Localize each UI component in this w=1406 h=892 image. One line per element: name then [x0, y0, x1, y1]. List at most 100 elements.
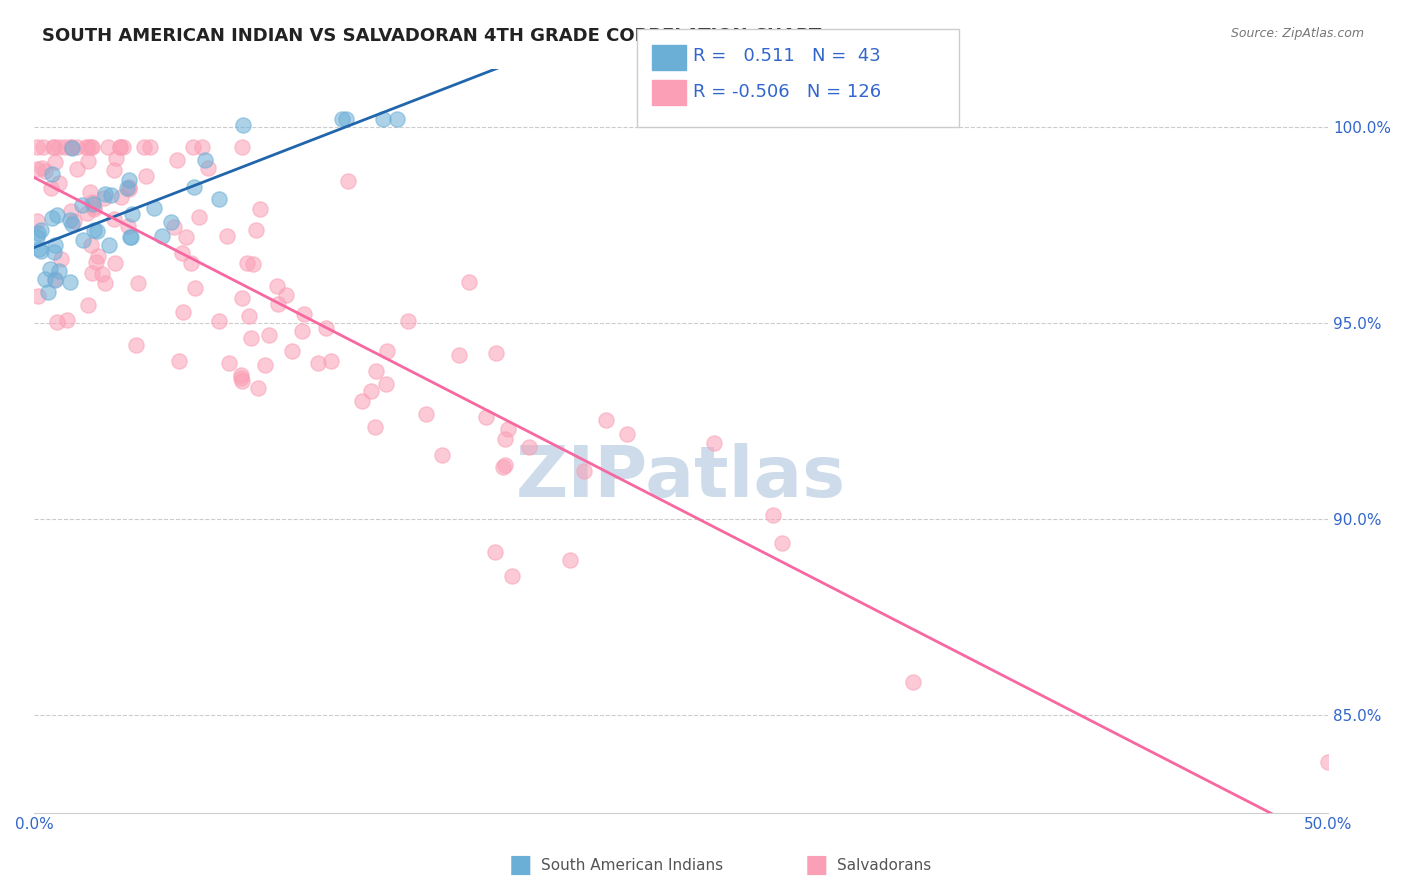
Point — [77, 154, 100, 169]
Point — [179, 255, 201, 269]
Point — [321, 354, 343, 368]
Point — [181, 140, 204, 154]
Point — [97, 140, 120, 154]
Point — [127, 276, 149, 290]
Point — [184, 281, 207, 295]
Point — [364, 419, 387, 434]
Point — [91, 267, 114, 281]
Point — [231, 371, 253, 385]
Point — [375, 344, 398, 359]
Point — [150, 228, 173, 243]
Point — [108, 140, 131, 154]
Point — [901, 674, 924, 689]
Point — [242, 257, 264, 271]
Point — [373, 112, 395, 127]
Point — [121, 206, 143, 220]
Text: Salvadorans: Salvadorans — [837, 858, 931, 872]
Point — [484, 545, 506, 559]
Text: South American Indians: South American Indians — [541, 858, 724, 872]
Point — [100, 187, 122, 202]
Point — [494, 432, 516, 446]
Point — [32, 140, 55, 154]
Point — [457, 275, 479, 289]
Point — [135, 169, 157, 183]
Point — [82, 197, 104, 211]
Point — [267, 296, 290, 310]
Point — [249, 202, 271, 216]
Point — [63, 213, 86, 227]
Point — [232, 118, 254, 132]
Point — [254, 358, 277, 372]
Point — [75, 140, 97, 154]
Point — [60, 217, 83, 231]
Point — [330, 112, 353, 127]
Point — [162, 219, 184, 234]
Point — [110, 190, 132, 204]
Point — [132, 140, 155, 154]
Point — [83, 201, 105, 215]
Point — [42, 140, 65, 154]
Point — [103, 211, 125, 226]
Point — [385, 112, 408, 127]
Point — [174, 230, 197, 244]
Point — [53, 140, 76, 154]
Point — [335, 112, 357, 127]
Point — [616, 426, 638, 441]
Point — [142, 201, 165, 215]
Text: Source: ZipAtlas.com: Source: ZipAtlas.com — [1230, 27, 1364, 40]
Point — [84, 254, 107, 268]
Point — [94, 186, 117, 201]
Point — [492, 459, 515, 474]
Point — [558, 553, 581, 567]
Point — [236, 256, 259, 270]
Point — [217, 228, 239, 243]
Point — [124, 338, 146, 352]
Point — [39, 261, 62, 276]
Point — [238, 310, 260, 324]
Text: R =   0.511   N =  43: R = 0.511 N = 43 — [693, 47, 882, 65]
Point — [59, 140, 82, 154]
Point — [76, 206, 98, 220]
Point — [80, 195, 103, 210]
Point — [37, 285, 59, 299]
Point — [45, 315, 67, 329]
Text: R = -0.506   N = 126: R = -0.506 N = 126 — [693, 83, 882, 101]
Point — [34, 272, 56, 286]
Point — [292, 307, 315, 321]
Point — [83, 223, 105, 237]
Point — [41, 168, 63, 182]
Point — [41, 211, 63, 225]
Point — [159, 215, 181, 229]
Point — [112, 140, 135, 154]
Point — [118, 182, 141, 196]
Point — [595, 412, 617, 426]
Point — [25, 162, 48, 177]
Point — [432, 448, 454, 462]
Point — [66, 140, 89, 154]
Point — [229, 368, 252, 382]
Point — [25, 214, 48, 228]
Point — [80, 267, 103, 281]
Point — [83, 202, 105, 216]
Point — [87, 249, 110, 263]
Point — [41, 140, 63, 154]
Point — [117, 219, 139, 233]
Point — [703, 436, 725, 450]
Point — [79, 186, 101, 200]
Point — [257, 327, 280, 342]
Point — [172, 304, 194, 318]
Point — [315, 321, 337, 335]
Point — [291, 324, 314, 338]
Point — [120, 230, 142, 244]
Point — [266, 279, 288, 293]
Point — [77, 298, 100, 312]
Point — [396, 313, 419, 327]
Point — [352, 394, 374, 409]
Point — [80, 238, 103, 252]
Point — [183, 179, 205, 194]
Point — [44, 273, 66, 287]
Text: SOUTH AMERICAN INDIAN VS SALVADORAN 4TH GRADE CORRELATION CHART: SOUTH AMERICAN INDIAN VS SALVADORAN 4TH … — [42, 27, 821, 45]
Point — [49, 252, 72, 266]
Point — [138, 140, 160, 154]
Point — [25, 230, 48, 244]
